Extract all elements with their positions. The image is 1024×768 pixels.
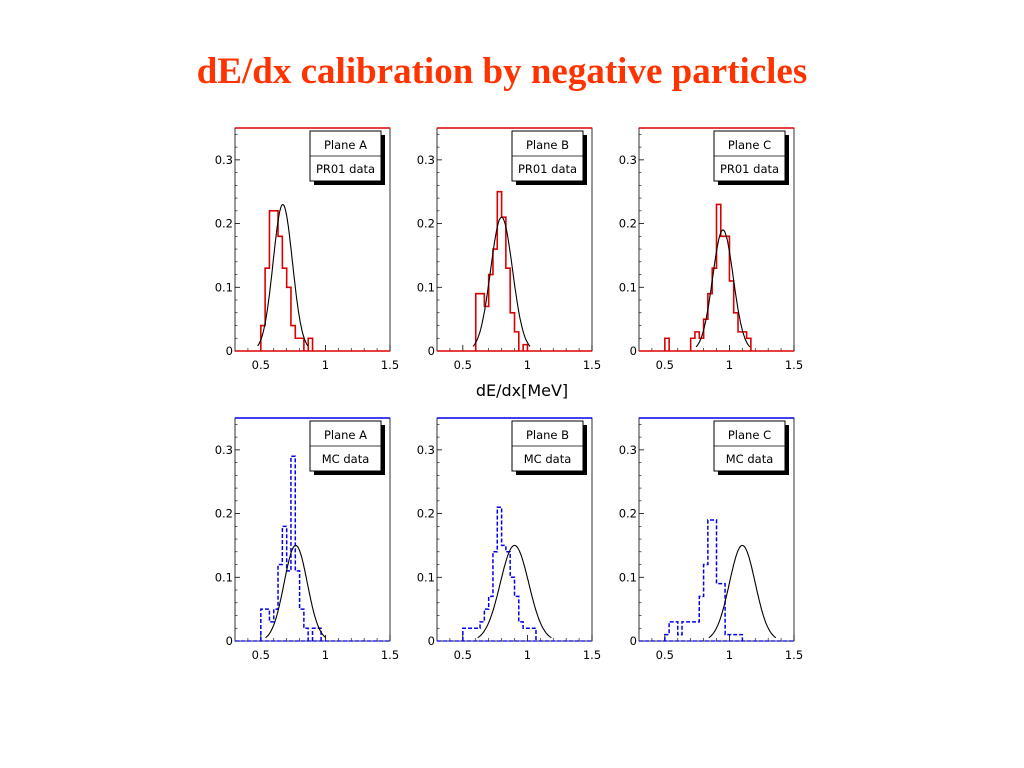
y-tick-label: 0.2 (417, 507, 435, 521)
y-tick-label: 0.2 (215, 507, 233, 521)
x-tick-label: 0.5 (454, 358, 472, 372)
x-tick-label: 1.5 (785, 358, 803, 372)
histogram-panel-plane-c-mc: 0 0.1 0.2 0.3 0.5 1 1.5 Plane C MC data (619, 417, 803, 662)
legend-plane-label: Plane C (728, 428, 771, 442)
y-tick-label: 0.2 (215, 217, 233, 231)
x-tick-label: 1.5 (381, 648, 399, 662)
histogram-bars (462, 506, 537, 641)
legend-dataset-label: PR01 data (720, 162, 779, 176)
x-tick-label: 1 (726, 358, 733, 372)
histogram-bars (664, 519, 744, 641)
histogram-panel-plane-a-pr01: 0 0.1 0.2 0.3 0.5 1 1.5 Plane A PR01 data (215, 127, 399, 372)
x-tick-label: 1.5 (583, 648, 601, 662)
legend-dataset-label: MC data (524, 452, 572, 466)
histogram-panel-plane-c-pr01: 0 0.1 0.2 0.3 0.5 1 1.5 Plane C PR01 data (619, 127, 803, 372)
y-tick-label: 0.1 (215, 570, 233, 584)
gaussian-fit-curve (472, 216, 531, 347)
x-tick-label: 0.5 (656, 648, 674, 662)
y-tick-label: 0.3 (417, 153, 435, 167)
y-tick-label: 0.1 (417, 280, 435, 294)
x-tick-label: 1.5 (785, 648, 803, 662)
x-tick-label: 1.5 (381, 358, 399, 372)
histogram-bars (664, 203, 752, 351)
y-tick-label: 0.3 (215, 443, 233, 457)
legend-dataset-label: PR01 data (316, 162, 375, 176)
x-tick-label: 1 (726, 648, 733, 662)
y-tick-label: 0 (226, 344, 233, 358)
gaussian-fit-curve (708, 544, 777, 639)
y-tick-label: 0.1 (619, 280, 637, 294)
histogram-bars (260, 210, 314, 351)
y-tick-label: 0 (630, 344, 637, 358)
legend-plane-label: Plane A (324, 428, 367, 442)
histogram-bars (474, 190, 529, 351)
legend-dataset-label: MC data (726, 452, 774, 466)
x-tick-label: 0.5 (656, 358, 674, 372)
x-tick-label: 1 (524, 648, 531, 662)
x-tick-label: 1.5 (583, 358, 601, 372)
y-tick-label: 0.3 (619, 153, 637, 167)
y-tick-label: 0.2 (417, 217, 435, 231)
legend-plane-label: Plane C (728, 138, 771, 152)
gaussian-fit-curve (695, 229, 751, 348)
legend-plane-label: Plane B (526, 428, 569, 442)
x-tick-label: 0.5 (454, 648, 472, 662)
gaussian-fit-curve (257, 203, 309, 347)
legend-dataset-label: PR01 data (518, 162, 577, 176)
gaussian-fit-curve (265, 544, 327, 639)
legend-plane-label: Plane A (324, 138, 367, 152)
y-tick-label: 0.3 (619, 443, 637, 457)
y-tick-label: 0.1 (619, 570, 637, 584)
y-tick-label: 0.3 (417, 443, 435, 457)
y-tick-label: 0.3 (215, 153, 233, 167)
y-tick-label: 0.2 (619, 507, 637, 521)
x-tick-label: 1 (322, 358, 329, 372)
histogram-bars (260, 455, 322, 641)
x-tick-label: 1 (524, 358, 531, 372)
y-tick-label: 0.1 (215, 280, 233, 294)
legend-dataset-label: MC data (322, 452, 370, 466)
gaussian-fit-curve (477, 544, 552, 639)
y-tick-label: 0.2 (619, 217, 637, 231)
histogram-panel-plane-a-mc: 0 0.1 0.2 0.3 0.5 1 1.5 Plane A MC data (215, 417, 399, 662)
x-tick-label: 0.5 (252, 648, 270, 662)
y-tick-label: 0.1 (417, 570, 435, 584)
x-tick-label: 1 (322, 648, 329, 662)
slide-title: dE/dx calibration by negative particles (196, 51, 808, 92)
legend-plane-label: Plane B (526, 138, 569, 152)
y-tick-label: 0 (226, 634, 233, 648)
x-axis-label: dE/dx[MeV] (475, 381, 569, 400)
y-tick-label: 0 (428, 634, 435, 648)
y-tick-label: 0 (428, 344, 435, 358)
histogram-panel-plane-b-mc: 0 0.1 0.2 0.3 0.5 1 1.5 Plane B MC data (417, 417, 601, 662)
histogram-panel-plane-b-pr01: 0 0.1 0.2 0.3 0.5 1 1.5 Plane B PR01 data (417, 127, 601, 372)
y-tick-label: 0 (630, 634, 637, 648)
x-tick-label: 0.5 (252, 358, 270, 372)
